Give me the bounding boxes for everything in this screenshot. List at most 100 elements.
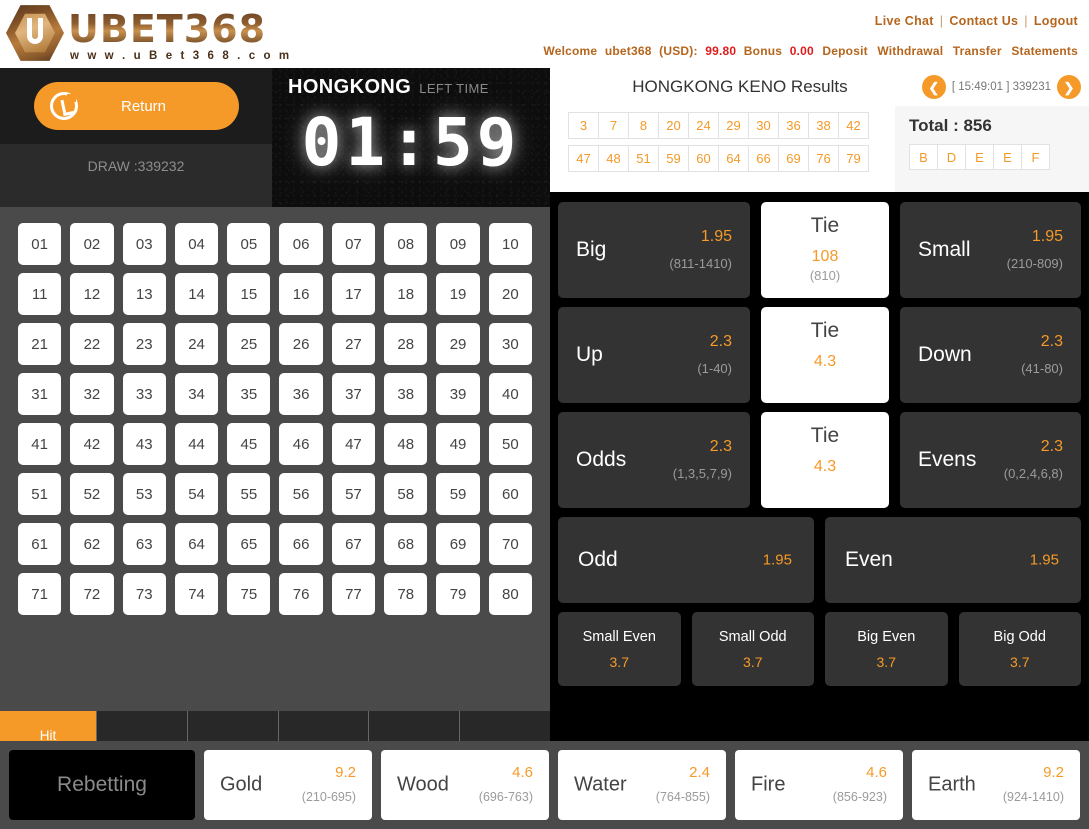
number-cell-49[interactable]: 49	[436, 423, 480, 465]
number-cell-26[interactable]: 26	[279, 323, 323, 365]
element-bet-gold[interactable]: Gold 9.2 (210-695)	[204, 750, 372, 820]
chevron-left-icon[interactable]: ❮	[921, 75, 946, 99]
number-cell-41[interactable]: 41	[18, 423, 62, 465]
number-cell-07[interactable]: 07	[331, 223, 376, 265]
number-cell-80[interactable]: 80	[488, 573, 532, 615]
number-cell-38[interactable]: 38	[384, 373, 428, 415]
number-cell-33[interactable]: 33	[122, 373, 166, 415]
number-cell-13[interactable]: 13	[122, 273, 166, 315]
number-cell-17[interactable]: 17	[331, 273, 376, 315]
number-cell-65[interactable]: 65	[227, 523, 271, 565]
number-cell-43[interactable]: 43	[122, 423, 166, 465]
number-cell-46[interactable]: 46	[279, 423, 323, 465]
element-bet-wood[interactable]: Wood 4.6 (696-763)	[381, 750, 549, 820]
number-cell-47[interactable]: 47	[331, 423, 376, 465]
number-cell-59[interactable]: 59	[436, 473, 480, 515]
number-cell-60[interactable]: 60	[488, 473, 532, 515]
bet-card-tie-1[interactable]: Tie 108 (810)	[761, 202, 889, 298]
number-cell-11[interactable]: 11	[18, 273, 62, 315]
number-cell-01[interactable]: 01	[18, 223, 62, 265]
number-cell-44[interactable]: 44	[174, 423, 219, 465]
number-cell-74[interactable]: 74	[174, 573, 219, 615]
bet-card-big-0[interactable]: Big 1.95 (811-1410)	[558, 202, 750, 298]
contact-us-link[interactable]: Contact Us	[949, 14, 1019, 28]
bet-card-tie-4[interactable]: Tie 4.3	[761, 307, 889, 403]
number-cell-09[interactable]: 09	[436, 223, 480, 265]
number-cell-70[interactable]: 70	[488, 523, 532, 565]
logout-link[interactable]: Logout	[1033, 14, 1078, 28]
number-cell-63[interactable]: 63	[122, 523, 166, 565]
number-cell-31[interactable]: 31	[18, 373, 62, 415]
number-cell-18[interactable]: 18	[384, 273, 428, 315]
number-cell-28[interactable]: 28	[384, 323, 428, 365]
number-cell-22[interactable]: 22	[70, 323, 114, 365]
number-cell-72[interactable]: 72	[70, 573, 114, 615]
number-cell-14[interactable]: 14	[174, 273, 219, 315]
number-cell-66[interactable]: 66	[279, 523, 323, 565]
rebetting-button[interactable]: Rebetting	[9, 750, 195, 820]
number-cell-37[interactable]: 37	[331, 373, 376, 415]
number-cell-79[interactable]: 79	[436, 573, 480, 615]
number-cell-34[interactable]: 34	[174, 373, 219, 415]
bet-card-small-2[interactable]: Small 1.95 (210-809)	[900, 202, 1081, 298]
number-cell-24[interactable]: 24	[174, 323, 219, 365]
bet-card-odds-6[interactable]: Odds 2.3 (1,3,5,7,9)	[558, 412, 750, 508]
bet-card-tie-7[interactable]: Tie 4.3	[761, 412, 889, 508]
number-cell-36[interactable]: 36	[279, 373, 323, 415]
site-logo[interactable]: UBET368 w w w . u B e t 3 6 8 . c o m	[6, 4, 292, 62]
number-cell-73[interactable]: 73	[122, 573, 166, 615]
number-cell-21[interactable]: 21	[18, 323, 62, 365]
bet-card-small-even[interactable]: Small Even 3.7	[558, 612, 681, 686]
chevron-right-icon[interactable]: ❯	[1057, 75, 1081, 99]
number-cell-52[interactable]: 52	[70, 473, 114, 515]
number-cell-10[interactable]: 10	[488, 223, 532, 265]
live-chat-link[interactable]: Live Chat	[874, 14, 934, 28]
number-cell-54[interactable]: 54	[174, 473, 219, 515]
number-cell-16[interactable]: 16	[279, 273, 323, 315]
element-bet-fire[interactable]: Fire 4.6 (856-923)	[735, 750, 903, 820]
bet-card-even[interactable]: Even 1.95	[825, 517, 1081, 603]
number-cell-57[interactable]: 57	[331, 473, 376, 515]
number-cell-75[interactable]: 75	[227, 573, 271, 615]
number-cell-06[interactable]: 06	[279, 223, 323, 265]
number-cell-40[interactable]: 40	[488, 373, 532, 415]
return-button[interactable]: Return	[34, 82, 239, 130]
number-cell-29[interactable]: 29	[436, 323, 480, 365]
number-cell-25[interactable]: 25	[227, 323, 271, 365]
number-cell-27[interactable]: 27	[331, 323, 376, 365]
number-cell-02[interactable]: 02	[70, 223, 114, 265]
number-cell-55[interactable]: 55	[227, 473, 271, 515]
number-cell-42[interactable]: 42	[70, 423, 114, 465]
number-cell-48[interactable]: 48	[384, 423, 428, 465]
number-cell-77[interactable]: 77	[331, 573, 376, 615]
number-cell-45[interactable]: 45	[227, 423, 271, 465]
number-cell-20[interactable]: 20	[488, 273, 532, 315]
number-cell-32[interactable]: 32	[70, 373, 114, 415]
number-cell-04[interactable]: 04	[174, 223, 219, 265]
bet-card-up-3[interactable]: Up 2.3 (1-40)	[558, 307, 750, 403]
number-cell-35[interactable]: 35	[227, 373, 271, 415]
number-cell-61[interactable]: 61	[18, 523, 62, 565]
number-cell-58[interactable]: 58	[384, 473, 428, 515]
number-cell-62[interactable]: 62	[70, 523, 114, 565]
deposit-link[interactable]: Deposit	[822, 44, 868, 58]
number-cell-78[interactable]: 78	[384, 573, 428, 615]
number-cell-64[interactable]: 64	[174, 523, 219, 565]
transfer-link[interactable]: Transfer	[952, 44, 1002, 58]
element-bet-water[interactable]: Water 2.4 (764-855)	[558, 750, 726, 820]
number-cell-39[interactable]: 39	[436, 373, 480, 415]
number-cell-69[interactable]: 69	[436, 523, 480, 565]
number-cell-51[interactable]: 51	[18, 473, 62, 515]
number-cell-23[interactable]: 23	[122, 323, 166, 365]
number-cell-67[interactable]: 67	[331, 523, 376, 565]
number-cell-05[interactable]: 05	[227, 223, 271, 265]
bet-card-odd[interactable]: Odd 1.95	[558, 517, 814, 603]
statements-link[interactable]: Statements	[1011, 44, 1078, 58]
number-cell-19[interactable]: 19	[436, 273, 480, 315]
number-cell-08[interactable]: 08	[384, 223, 428, 265]
bet-card-evens-8[interactable]: Evens 2.3 (0,2,4,6,8)	[900, 412, 1081, 508]
number-cell-71[interactable]: 71	[18, 573, 62, 615]
number-cell-15[interactable]: 15	[227, 273, 271, 315]
number-cell-30[interactable]: 30	[488, 323, 532, 365]
number-cell-50[interactable]: 50	[488, 423, 532, 465]
